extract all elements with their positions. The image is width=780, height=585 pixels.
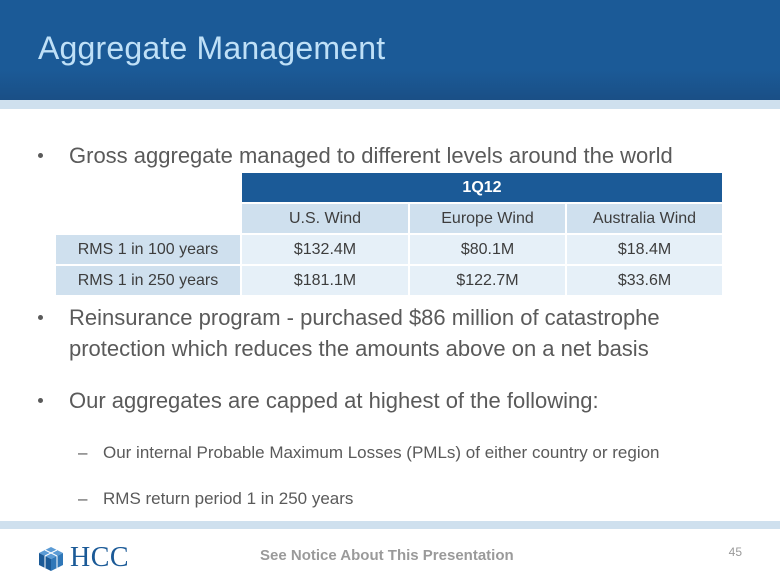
page-number: 45 (728, 545, 742, 559)
hcc-cube-logo-icon (39, 547, 63, 571)
slide-title: Aggregate Management (38, 30, 386, 66)
table-period-header: 1Q12 (242, 173, 722, 202)
bullet-text: Gross aggregate managed to different lev… (69, 143, 673, 168)
table-cell: $80.1M (410, 235, 565, 264)
bullet-text-continued: protection which reduces the amounts abo… (69, 336, 649, 361)
hcc-logo-text: HCC (70, 542, 130, 573)
header-bar (0, 0, 780, 100)
dash-icon: – (78, 489, 88, 508)
column-header: Europe Wind (410, 204, 565, 233)
row-label: RMS 1 in 100 years (56, 235, 240, 264)
table-cell: $33.6M (567, 266, 722, 295)
bullet-dot-icon (38, 315, 43, 320)
sub-bullet-text: Our internal Probable Maximum Losses (PM… (103, 443, 660, 462)
notice-link[interactable]: See Notice About This Presentation (260, 547, 514, 564)
footer-divider (0, 521, 780, 529)
table-cell: $181.1M (242, 266, 408, 295)
bullet-dot-icon (38, 398, 43, 403)
bullet-text: Our aggregates are capped at highest of … (69, 388, 599, 413)
table-cell: $122.7M (410, 266, 565, 295)
row-label: RMS 1 in 250 years (56, 266, 240, 295)
dash-icon: – (78, 443, 88, 462)
column-header: Australia Wind (567, 204, 722, 233)
header-divider (0, 100, 780, 109)
column-header: U.S. Wind (242, 204, 408, 233)
sub-bullet-text: RMS return period 1 in 250 years (103, 489, 354, 508)
bullet-text: Reinsurance program - purchased $86 mill… (69, 305, 660, 330)
table-cell: $18.4M (567, 235, 722, 264)
table-cell: $132.4M (242, 235, 408, 264)
bullet-dot-icon (38, 153, 43, 158)
